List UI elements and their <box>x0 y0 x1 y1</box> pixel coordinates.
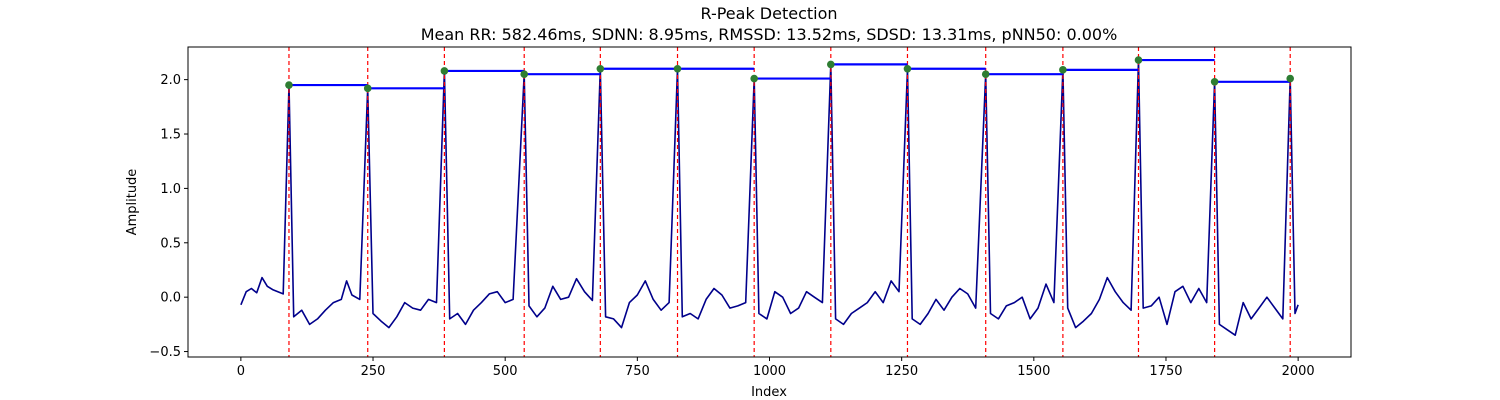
ecg-signal-line <box>240 59 1299 336</box>
chart-title: R-Peak Detection <box>700 4 837 23</box>
y-tick-label: 1.5 <box>160 128 181 143</box>
r-peak-point <box>1286 74 1295 83</box>
r-peak-point <box>750 74 758 83</box>
x-tick-label: 1000 <box>753 364 786 379</box>
r-peak-point <box>520 70 529 78</box>
r-peak-point <box>1059 66 1067 74</box>
x-tick-label: 250 <box>361 364 386 379</box>
x-tick-label: 750 <box>625 364 650 379</box>
x-axis: 0 250 500 750 1000 1250 1500 1750 2000 <box>237 357 1315 379</box>
r-peak-point <box>440 67 449 75</box>
x-tick-label: 2000 <box>1282 364 1315 379</box>
x-tick-label: 1750 <box>1149 364 1182 379</box>
y-axis-label: Amplitude <box>125 169 140 236</box>
y-axis: −0.5 0.0 0.5 1.0 1.5 2.0 <box>149 73 188 360</box>
y-tick-label: 1.0 <box>160 182 181 197</box>
plot-area <box>240 47 1299 357</box>
r-peak-point <box>903 64 912 73</box>
r-peak-point <box>827 60 835 69</box>
y-tick-label: 2.0 <box>160 73 181 88</box>
r-peak-point <box>285 81 293 89</box>
y-tick-label: 0.0 <box>160 291 181 306</box>
r-peak-point <box>363 84 372 93</box>
r-peak-point <box>1210 78 1219 86</box>
x-tick-label: 1500 <box>1017 364 1050 379</box>
x-tick-label: 1250 <box>885 364 918 379</box>
r-peak-point <box>673 64 682 73</box>
y-tick-label: −0.5 <box>149 345 181 360</box>
y-tick-label: 0.5 <box>160 236 181 251</box>
r-peak-point <box>981 70 990 78</box>
x-tick-label: 0 <box>237 364 245 379</box>
r-peak-point <box>1134 56 1143 64</box>
chart-subtitle: Mean RR: 582.46ms, SDNN: 8.95ms, RMSSD: … <box>421 25 1118 44</box>
r-peak-point <box>596 64 605 73</box>
x-axis-label: Index <box>751 385 787 400</box>
x-tick-label: 500 <box>493 364 518 379</box>
